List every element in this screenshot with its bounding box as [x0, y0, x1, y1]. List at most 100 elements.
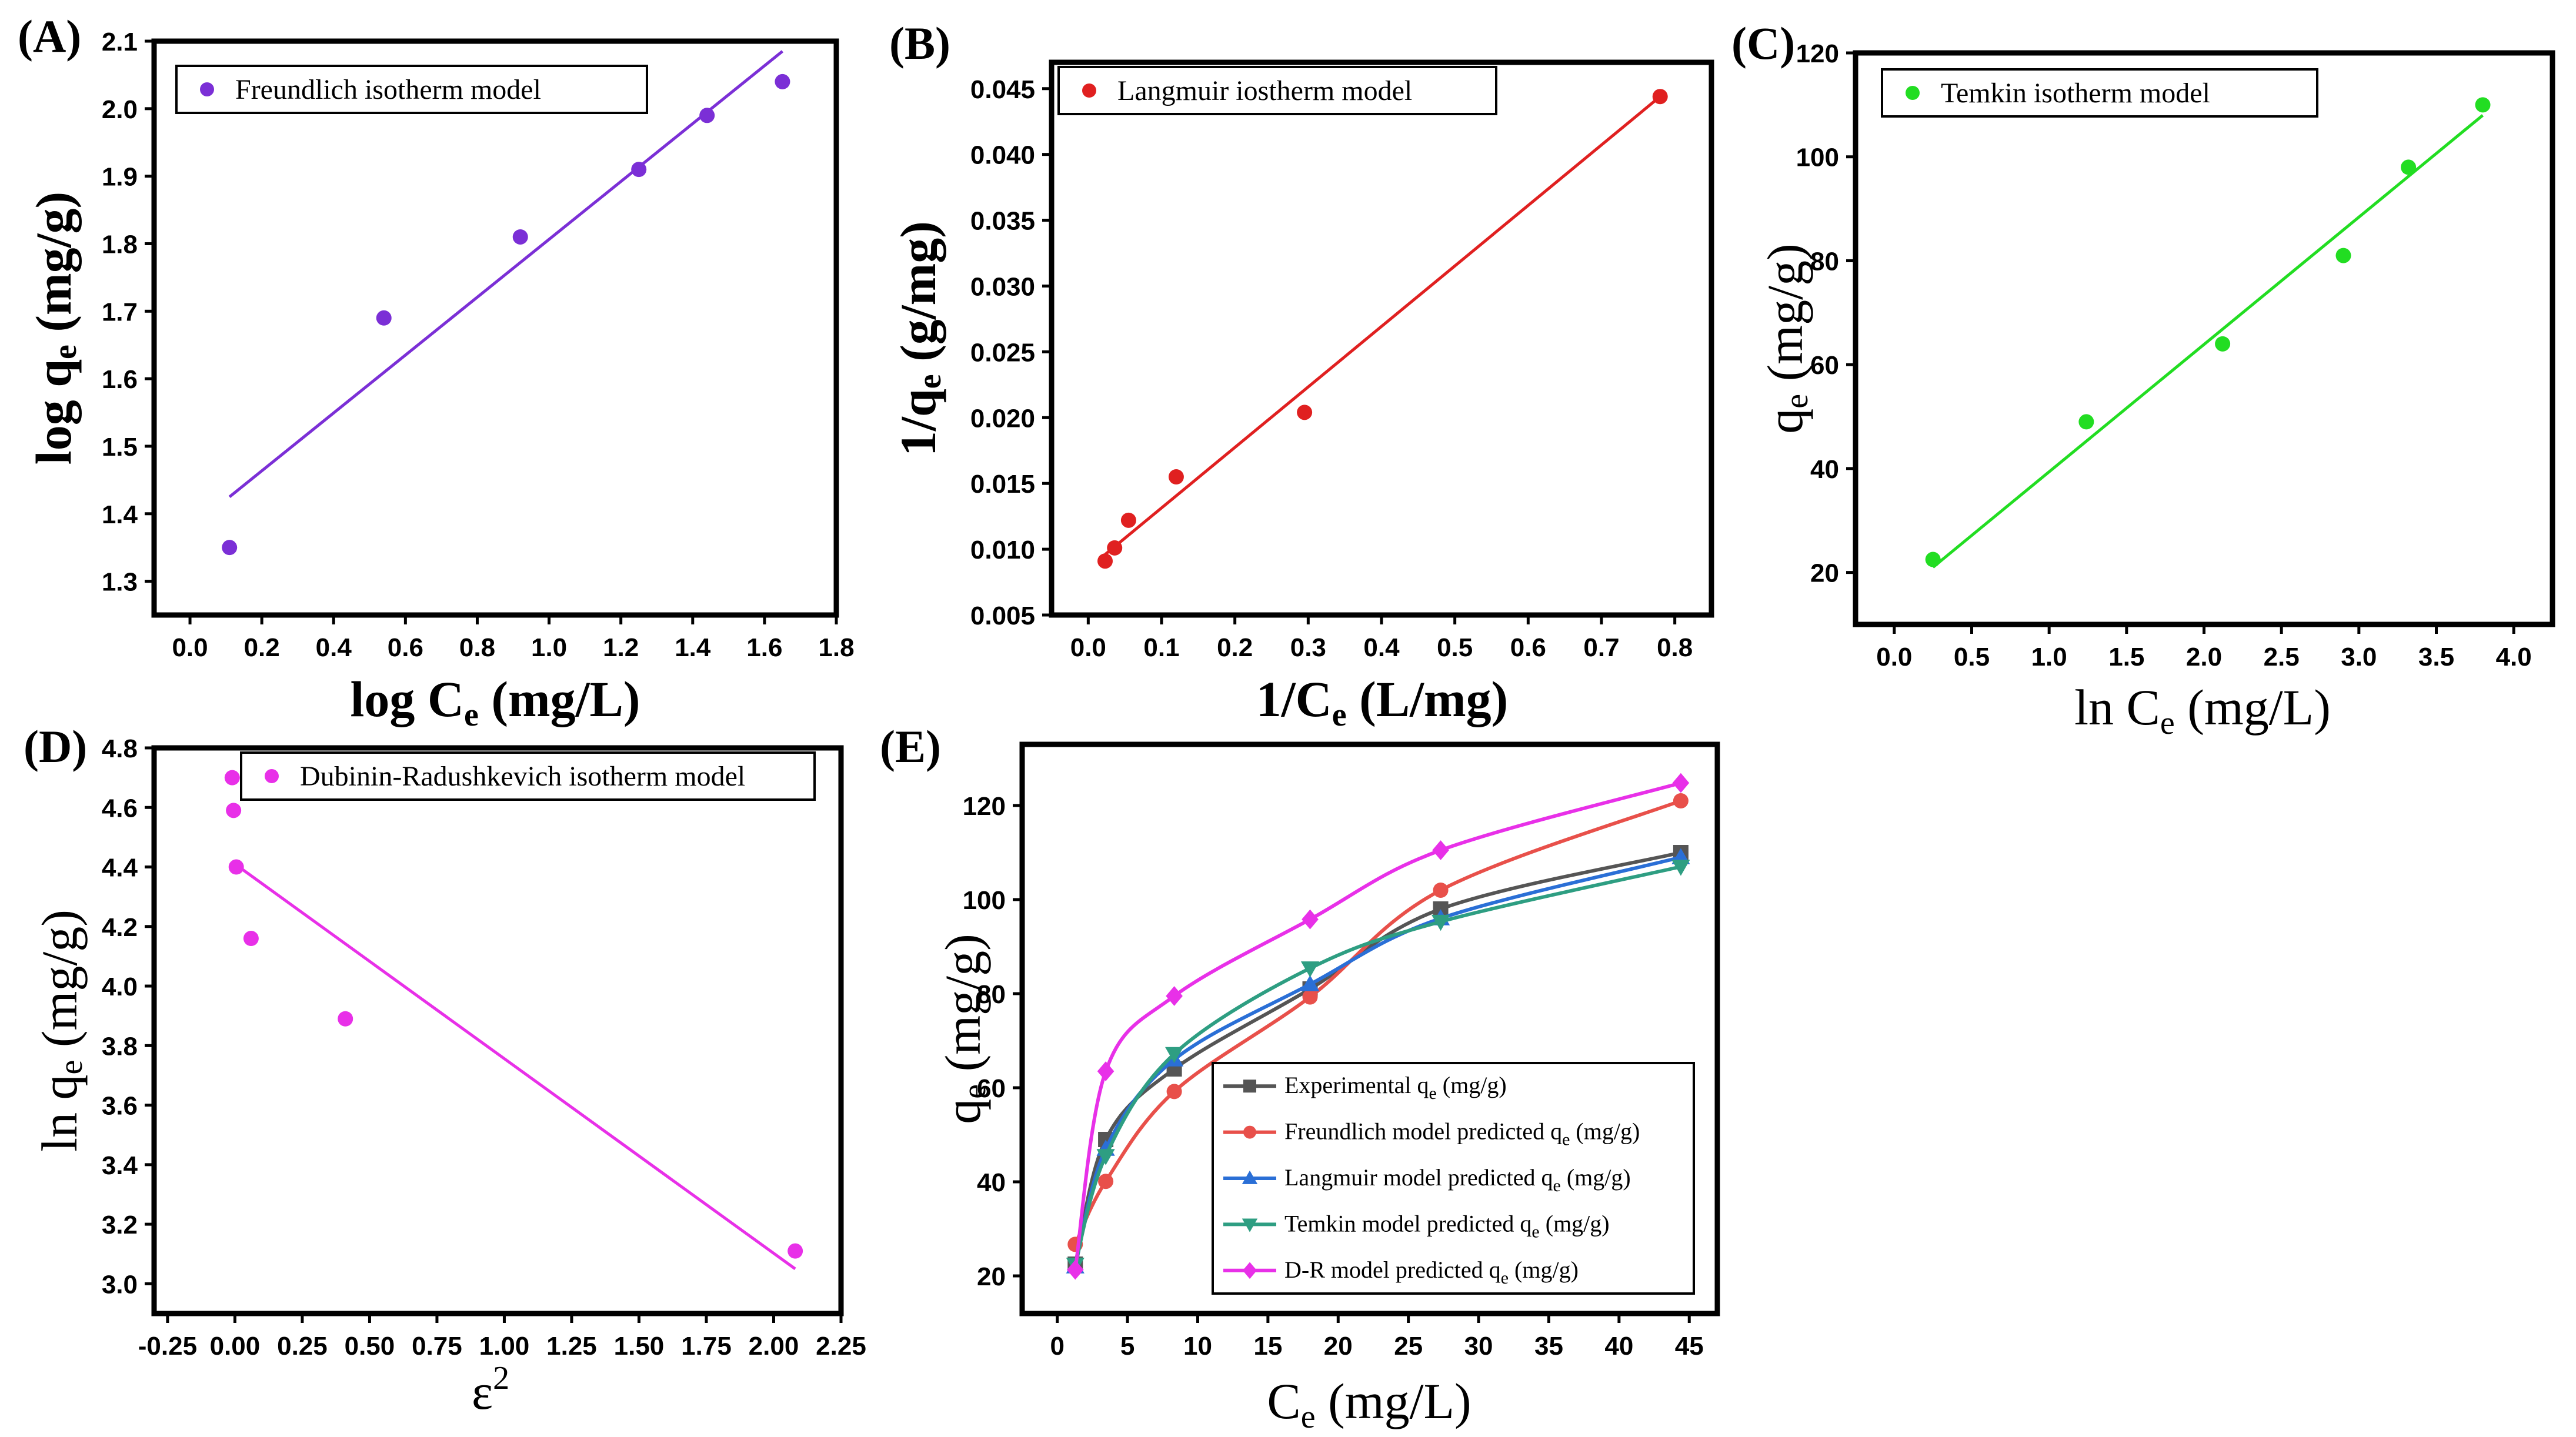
fit-line [233, 863, 796, 1271]
y-tick-label: 100 [963, 886, 1006, 915]
y-tick-label: 1.5 [102, 433, 138, 462]
y-tick-label: 4.4 [102, 854, 138, 883]
fit-line [1104, 95, 1661, 556]
data-point [1925, 552, 1941, 567]
y-tick-label: 0.020 [970, 404, 1035, 433]
series-marker [1066, 1259, 1084, 1280]
legend-label: Freundlich model predicted qe (mg/g) [1284, 1118, 1640, 1149]
x-tick-label: 0.75 [412, 1332, 462, 1361]
y-tick-label: 120 [1796, 39, 1839, 68]
y-tick-label: 1.6 [102, 365, 138, 394]
x-tick-label: 40 [1604, 1332, 1633, 1361]
data-point [2335, 248, 2351, 263]
x-tick-label: 0.7 [1583, 633, 1619, 662]
series-marker [1096, 1149, 1115, 1165]
data-point [512, 229, 528, 245]
chart-panel-e: (E) 0 5 10 15 20 25 30 35 40 45 20 40 60 80 100 120 Ce (m… [880, 721, 1720, 1435]
series-marker [1300, 961, 1320, 978]
x-tick-label: 1.00 [479, 1332, 530, 1361]
y-tick-label: 0.010 [970, 536, 1035, 564]
x-tick-label: 1.2 [603, 633, 639, 662]
y-tick-label: 80 [1810, 247, 1839, 276]
y-tick-label: 3.2 [102, 1211, 138, 1239]
legend: Langmuir iostherm model [1057, 66, 1497, 115]
legend-marker [1082, 83, 1096, 98]
y-tick-label: 40 [1810, 455, 1839, 484]
x-tick-label: 30 [1464, 1332, 1493, 1361]
y-tick-label: 0.045 [970, 75, 1035, 104]
data-point [775, 73, 790, 89]
data-point [2078, 414, 2094, 430]
data-point [2215, 336, 2231, 352]
x-tick-label: 0.6 [1510, 633, 1546, 662]
x-tick-label: 0.1 [1143, 633, 1179, 662]
legend-marker [1242, 1170, 1258, 1184]
legend-box [1881, 68, 2318, 118]
series-marker [1300, 975, 1320, 991]
x-tick-label: 15 [1253, 1332, 1282, 1361]
legend-label: Temkin model predicted qe (mg/g) [1284, 1210, 1610, 1241]
legend-box [175, 65, 648, 114]
data-point [1168, 469, 1184, 484]
x-tick-label: 4.0 [2496, 643, 2532, 671]
x-tick-label: 10 [1183, 1332, 1212, 1361]
y-tick-label: 0.040 [970, 141, 1035, 170]
x-tick-label: 0.2 [244, 633, 280, 662]
data-point [788, 1243, 803, 1259]
series-marker [1166, 986, 1183, 1006]
data-point [1120, 512, 1136, 528]
y-tick-label: 1.4 [102, 500, 138, 529]
x-tick-label: 0.4 [1363, 633, 1400, 662]
series-marker [1672, 773, 1690, 793]
y-tick-label: 20 [1810, 559, 1839, 588]
x-tick-label: 2.0 [2186, 643, 2222, 671]
series-1 [1067, 793, 1689, 1252]
x-tick-label: 1.8 [818, 633, 854, 662]
series-marker [1302, 909, 1319, 930]
data-point [1097, 553, 1113, 569]
data-point [222, 540, 238, 556]
data-point [1297, 405, 1313, 420]
data-point [243, 931, 259, 947]
y-tick-label: 100 [1796, 143, 1839, 172]
x-tick-label: 0.50 [345, 1332, 395, 1361]
series-marker [1433, 883, 1449, 898]
series-marker [1165, 1047, 1184, 1063]
legend-label: Langmuir model predicted qe (mg/g) [1284, 1164, 1631, 1195]
x-axis-label: Ce (mg/L) [1267, 1373, 1471, 1435]
x-tick-label: 25 [1394, 1332, 1423, 1361]
series-line [1073, 799, 1681, 1245]
x-tick-label: -0.25 [138, 1332, 197, 1361]
y-tick-label: 0.005 [970, 601, 1035, 630]
series-marker [1166, 1084, 1182, 1100]
x-tick-label: 45 [1675, 1332, 1704, 1361]
x-tick-label: 1.0 [2031, 643, 2067, 671]
legend-label: Temkin isotherm model [1941, 78, 2210, 109]
x-tick-label: 1.25 [546, 1332, 597, 1361]
legend-marker [1243, 1125, 1256, 1139]
y-tick-label: 0.035 [970, 207, 1035, 236]
x-axis-label: log Ce (mg/L) [350, 671, 640, 733]
data-point [228, 859, 244, 875]
x-tick-label: 0.2 [1217, 633, 1253, 662]
data-point [226, 803, 242, 818]
panel-label: (A) [18, 11, 81, 62]
x-tick-label: 1.75 [681, 1332, 732, 1361]
legend-label: D-R model predicted qe (mg/g) [1284, 1256, 1579, 1288]
y-tick-label: 0.025 [970, 338, 1035, 367]
x-tick-label: 0.0 [1070, 633, 1106, 662]
data-point [631, 162, 647, 178]
y-tick-label: 1.3 [102, 568, 138, 597]
fit-line [1932, 114, 2484, 569]
y-tick-label: 1.9 [102, 163, 138, 192]
legend: Dubinin-Radushkevich isotherm model [240, 751, 816, 801]
legend-box [1212, 1062, 1695, 1295]
series-marker [1673, 793, 1689, 808]
legend-marker [1242, 1218, 1258, 1232]
legend-box [240, 751, 816, 801]
series-marker [1302, 989, 1318, 1005]
x-axis-label: ln Ce (mg/L) [2074, 679, 2331, 741]
fit-line [228, 50, 783, 499]
y-tick-label: 120 [963, 792, 1006, 821]
